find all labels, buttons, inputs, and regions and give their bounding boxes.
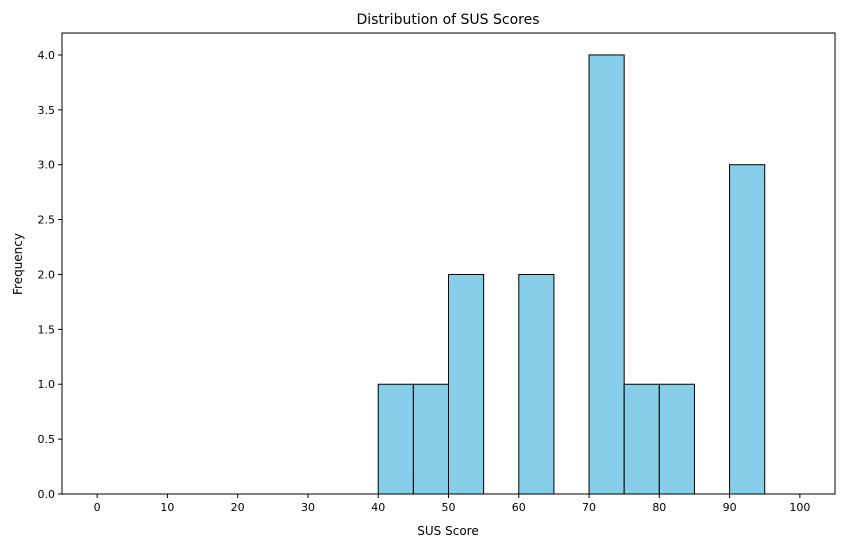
histogram-bar-4 bbox=[588, 54, 625, 495]
histogram-bar-3 bbox=[518, 273, 555, 495]
x-tick-label-3: 30 bbox=[301, 501, 315, 514]
x-tick-label-1: 10 bbox=[160, 501, 174, 514]
y-tick-label-0: 0.0 bbox=[38, 488, 56, 501]
x-tick-label-4: 40 bbox=[371, 501, 385, 514]
y-tick-label-5: 2.5 bbox=[38, 214, 56, 227]
histogram-bar-1 bbox=[412, 383, 450, 495]
x-tick-label-2: 20 bbox=[231, 501, 245, 514]
x-tick-label-9: 90 bbox=[723, 501, 737, 514]
y-tick-label-3: 1.5 bbox=[38, 323, 56, 336]
y-tick-label-6: 3.0 bbox=[38, 159, 56, 172]
histogram-bar-2 bbox=[448, 273, 485, 495]
x-tick-label-6: 60 bbox=[512, 501, 526, 514]
histogram-bar-6 bbox=[658, 383, 695, 495]
x-axis-ticks: 0 10 20 30 40 50 60 70 80 90 100 bbox=[94, 494, 810, 514]
x-axis-label: SUS Score bbox=[417, 524, 478, 538]
y-axis-ticks: 0.0 0.5 1.0 1.5 2.0 2.5 3.0 3.5 4.0 bbox=[38, 49, 62, 501]
x-tick-label-0: 0 bbox=[94, 501, 101, 514]
x-tick-label-8: 80 bbox=[652, 501, 666, 514]
histogram-bar-5 bbox=[623, 383, 660, 495]
x-tick-label-5: 50 bbox=[442, 501, 456, 514]
y-tick-label-1: 0.5 bbox=[38, 433, 56, 446]
histogram-bar-7 bbox=[729, 164, 766, 495]
y-tick-label-8: 4.0 bbox=[38, 49, 56, 62]
x-tick-label-7: 70 bbox=[582, 501, 596, 514]
plot-frame bbox=[61, 32, 836, 495]
histogram-bar-0 bbox=[377, 383, 414, 495]
x-tick-label-10: 100 bbox=[789, 501, 810, 514]
chart-title: Distribution of SUS Scores bbox=[356, 12, 539, 28]
y-tick-label-2: 1.0 bbox=[38, 378, 56, 391]
y-axis-label: Frequency bbox=[11, 233, 25, 295]
y-tick-label-7: 3.5 bbox=[38, 104, 56, 117]
y-tick-label-4: 2.0 bbox=[38, 268, 56, 281]
histogram-bars bbox=[377, 54, 766, 495]
